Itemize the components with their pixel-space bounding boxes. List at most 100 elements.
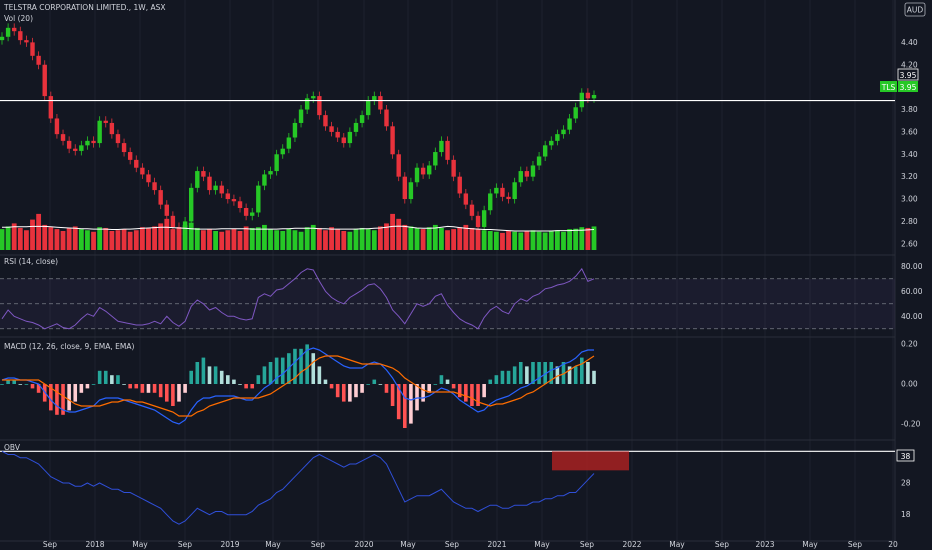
volume-pane[interactable] bbox=[0, 213, 597, 250]
macd-histogram-bar bbox=[213, 366, 218, 384]
volume-bar bbox=[255, 227, 261, 250]
currency-label: AUD bbox=[907, 6, 924, 15]
volume-bar bbox=[469, 227, 475, 250]
volume-bar bbox=[231, 229, 237, 250]
y-tick-label: 4.40 bbox=[901, 38, 918, 47]
candle-body bbox=[555, 134, 560, 141]
volume-bar bbox=[158, 223, 164, 250]
macd-histogram-bar bbox=[482, 384, 486, 398]
macd-histogram-bar bbox=[476, 384, 480, 406]
volume-bar bbox=[347, 231, 353, 250]
candle-body bbox=[585, 92, 591, 99]
volume-bar bbox=[78, 229, 84, 250]
macd-pane-label: MACD (12, 26, close, 9, EMA, EMA) bbox=[4, 342, 135, 351]
volume-bar bbox=[432, 224, 438, 250]
macd-histogram-bar bbox=[567, 366, 572, 384]
volume-bar bbox=[310, 224, 316, 250]
obv-pane[interactable] bbox=[0, 450, 895, 525]
macd-histogram-bar bbox=[464, 384, 468, 402]
volume-bar bbox=[152, 226, 157, 250]
macd-histogram-bar bbox=[134, 384, 139, 389]
price-tags: 3.95 TLS 3.95 38 bbox=[880, 68, 919, 462]
rsi-pane[interactable] bbox=[0, 267, 895, 330]
candle-body bbox=[591, 94, 597, 99]
candle-body bbox=[536, 156, 542, 166]
candle-body bbox=[79, 145, 84, 151]
candle-body bbox=[97, 120, 102, 144]
volume-bar bbox=[298, 231, 304, 250]
x-tick-label: 2019 bbox=[220, 540, 239, 549]
volume-bar bbox=[518, 232, 524, 250]
pane-dividers bbox=[0, 0, 896, 542]
volume-bar bbox=[237, 231, 243, 250]
candle-body bbox=[341, 137, 346, 144]
macd-histogram-bar bbox=[6, 379, 10, 384]
volume-bar bbox=[335, 229, 341, 250]
price-candles bbox=[0, 23, 597, 240]
macd-histogram-bar bbox=[555, 366, 560, 384]
macd-pane[interactable] bbox=[0, 344, 596, 428]
volume-bar bbox=[591, 226, 597, 250]
candle-body bbox=[359, 115, 365, 123]
volume-bar bbox=[249, 227, 255, 250]
price-pane[interactable] bbox=[0, 23, 895, 240]
volume-bar bbox=[365, 229, 371, 250]
volume-bar bbox=[341, 231, 347, 250]
volume-bar bbox=[207, 229, 212, 250]
volume-bar bbox=[579, 227, 585, 250]
macd-histogram-bar bbox=[341, 384, 346, 402]
candle-body bbox=[115, 134, 121, 144]
x-tick-label: May bbox=[132, 540, 148, 549]
volume-bar bbox=[121, 229, 127, 250]
candle-body bbox=[311, 96, 316, 99]
volume-bar bbox=[530, 230, 536, 250]
symbol-title[interactable]: TELSTRA CORPORATION LIMITED., 1W, ASX bbox=[4, 3, 166, 12]
x-tick-label: Sep bbox=[43, 540, 57, 549]
x-tick-label: Sep bbox=[848, 540, 862, 549]
x-tick-label: 2018 bbox=[85, 540, 104, 549]
volume-bar bbox=[396, 218, 402, 250]
macd-histogram-bar bbox=[378, 384, 383, 385]
volume-bar bbox=[500, 232, 505, 250]
macd-histogram-bar bbox=[531, 362, 535, 384]
alert-box[interactable] bbox=[552, 451, 629, 471]
candle-body bbox=[195, 171, 200, 188]
volume-bar bbox=[164, 218, 170, 250]
candle-body bbox=[451, 159, 456, 177]
candle-body bbox=[530, 165, 536, 177]
volume-bar bbox=[475, 229, 481, 250]
macd-histogram-bar bbox=[500, 370, 505, 384]
obv-value-tag bbox=[896, 449, 915, 462]
candle-body bbox=[390, 126, 395, 155]
candle-body bbox=[365, 100, 371, 116]
macd-histogram-bar bbox=[164, 384, 169, 402]
candle-body bbox=[561, 129, 566, 135]
macd-histogram-bar bbox=[116, 375, 120, 384]
volume-bar bbox=[585, 227, 591, 250]
macd-histogram-bar bbox=[146, 384, 151, 393]
volume-bar bbox=[219, 231, 225, 250]
x-tick-label: 20 bbox=[888, 540, 898, 549]
candle-body bbox=[0, 36, 5, 41]
x-tick-label: 2023 bbox=[755, 540, 774, 549]
currency-badge-box[interactable] bbox=[904, 2, 926, 17]
macd-histogram-bar bbox=[299, 348, 303, 384]
macd-histogram-bar bbox=[262, 366, 267, 384]
macd-histogram-bar bbox=[256, 375, 261, 384]
candle-body bbox=[433, 152, 438, 166]
currency-badge[interactable]: AUD bbox=[904, 2, 926, 17]
macd-histogram-bar bbox=[525, 366, 529, 384]
candle-body bbox=[146, 174, 151, 183]
candle-body bbox=[140, 167, 145, 175]
candle-body bbox=[73, 148, 78, 151]
macd-histogram-bar bbox=[488, 379, 493, 384]
candle-body bbox=[91, 140, 96, 144]
volume-bar bbox=[133, 230, 139, 250]
macd-histogram-bar bbox=[195, 362, 200, 384]
candle-body bbox=[567, 118, 572, 130]
volume-bar bbox=[201, 230, 206, 250]
macd-histogram-bar bbox=[0, 384, 4, 385]
ticker-tag-label: TLS bbox=[881, 83, 896, 92]
volume-bar bbox=[567, 229, 572, 250]
y-axis-labels: 4.404.204.003.803.603.403.203.002.802.60… bbox=[901, 38, 923, 519]
